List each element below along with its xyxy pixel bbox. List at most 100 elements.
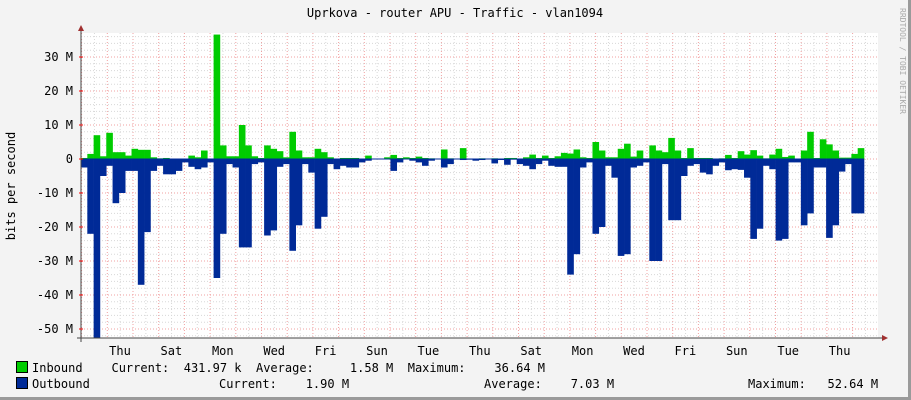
- outbound-bar: [687, 159, 694, 166]
- outbound-bar: [750, 159, 757, 239]
- outbound-bar: [251, 159, 259, 165]
- inbound-bar: [819, 139, 827, 159]
- inbound-average: 1.58 M: [349, 361, 394, 375]
- inbound-bar: [81, 157, 88, 159]
- outbound-bar: [605, 159, 612, 166]
- outbound-average-group: Average: 7.03 M: [484, 377, 614, 391]
- inbound-bar: [523, 157, 530, 159]
- inbound-bar: [781, 156, 789, 159]
- x-tick-label: Sat: [520, 344, 542, 358]
- outbound-bar: [276, 159, 284, 167]
- outbound-bar: [87, 159, 94, 234]
- watermark: RRDTOOL / TOBI OETIKER: [898, 8, 907, 114]
- inbound-bar: [352, 157, 360, 159]
- y-tick-label: 20 M: [44, 84, 73, 98]
- outbound-bar: [845, 159, 852, 165]
- outbound-bar: [409, 159, 416, 161]
- outbound-bar: [144, 159, 151, 233]
- inbound-bar: [592, 142, 600, 159]
- inbound-bar: [655, 150, 663, 159]
- outbound-bar: [586, 159, 593, 163]
- inbound-bar: [693, 157, 701, 159]
- inbound-bar: [826, 144, 833, 159]
- inbound-bar: [756, 155, 764, 159]
- outbound-bar: [762, 159, 770, 166]
- outbound-bar: [169, 159, 177, 175]
- outbound-bar: [642, 159, 650, 163]
- outbound-label: Outbound: [32, 377, 90, 391]
- inbound-bar: [529, 154, 536, 159]
- inbound-current: 431.97 k: [183, 361, 242, 375]
- inbound-bar: [270, 148, 278, 159]
- inbound-bar: [295, 150, 303, 159]
- inbound-bar: [289, 131, 296, 159]
- outbound-bar: [851, 159, 858, 214]
- outbound-bar: [163, 159, 170, 175]
- outbound-bar: [554, 159, 562, 167]
- x-tick-label: Mon: [572, 344, 594, 358]
- outbound-bar: [731, 159, 739, 170]
- outbound-bar: [756, 159, 764, 229]
- outbound-bar: [579, 159, 587, 168]
- inbound-bar: [421, 157, 429, 159]
- outbound-bar: [788, 159, 795, 163]
- inbound-bar: [251, 156, 259, 159]
- inbound-bar: [674, 150, 682, 159]
- data-areas: [81, 34, 865, 338]
- outbound-bar: [504, 159, 511, 165]
- outbound-bar: [245, 159, 252, 248]
- inbound-bar: [226, 156, 233, 159]
- outbound-bar: [592, 159, 600, 234]
- outbound-bar: [257, 159, 265, 163]
- outbound-bar: [636, 159, 644, 166]
- inbound-bar: [257, 157, 265, 159]
- y-tick-label: -10 M: [37, 186, 73, 200]
- y-tick-label: 10 M: [44, 118, 73, 132]
- inbound-bar: [238, 125, 246, 159]
- inbound-bar: [365, 155, 372, 159]
- outbound-bar: [270, 159, 278, 231]
- outbound-bar: [781, 159, 789, 239]
- outbound-bar: [226, 159, 233, 165]
- outbound-bar: [712, 159, 720, 166]
- inbound-bar: [194, 157, 202, 159]
- inbound-bar: [750, 150, 757, 159]
- y-axis-arrow: [78, 25, 84, 31]
- outbound-bar: [175, 159, 183, 171]
- outbound-bar: [440, 159, 448, 168]
- outbound-bar: [718, 159, 726, 163]
- inbound-bar: [800, 150, 808, 159]
- outbound-bar: [421, 159, 429, 166]
- inbound-bar: [541, 155, 549, 159]
- outbound-bar: [794, 159, 802, 163]
- outbound-bar: [93, 159, 101, 338]
- outbound-bar: [207, 159, 214, 163]
- outbound-bar: [81, 159, 88, 168]
- outbound-bar: [516, 159, 524, 165]
- outbound-bar: [832, 159, 840, 226]
- axes: [77, 25, 888, 342]
- outbound-bar: [857, 159, 865, 214]
- outbound-bar: [194, 159, 202, 170]
- outbound-bar: [478, 159, 486, 161]
- outbound-current-label: Current:: [219, 377, 277, 391]
- inbound-bar: [283, 157, 290, 159]
- outbound-bar: [415, 159, 423, 163]
- outbound-bar: [346, 159, 353, 168]
- outbound-bar: [99, 159, 107, 176]
- inbound-bar: [440, 149, 448, 159]
- inbound-bar: [150, 157, 158, 159]
- x-tick-label: Wed: [623, 344, 645, 358]
- legend-inbound: Inbound Current: 431.97 k Average: 1.58 …: [16, 361, 545, 375]
- outbound-bar: [200, 159, 208, 168]
- inbound-bar: [560, 152, 568, 159]
- inbound-bar: [390, 154, 398, 159]
- outbound-current-group: Current: 1.90 M: [219, 377, 349, 391]
- outbound-bar: [182, 159, 189, 163]
- inbound-bar: [346, 157, 353, 159]
- inbound-bar: [567, 153, 574, 159]
- outbound-bar: [800, 159, 808, 226]
- inbound-bar: [598, 150, 606, 159]
